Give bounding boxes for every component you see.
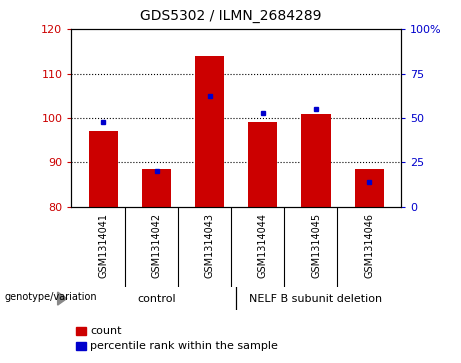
Bar xyxy=(248,122,278,207)
Text: percentile rank within the sample: percentile rank within the sample xyxy=(90,340,278,351)
Text: count: count xyxy=(90,326,121,336)
Bar xyxy=(355,169,384,207)
Text: GSM1314045: GSM1314045 xyxy=(311,212,321,278)
Bar xyxy=(301,114,331,207)
Text: GSM1314041: GSM1314041 xyxy=(98,212,108,277)
Text: GSM1314042: GSM1314042 xyxy=(152,212,161,278)
Text: GSM1314046: GSM1314046 xyxy=(364,212,374,277)
Text: genotype/variation: genotype/variation xyxy=(5,292,97,302)
Bar xyxy=(89,131,118,207)
Text: GSM1314043: GSM1314043 xyxy=(205,212,215,277)
Text: GSM1314044: GSM1314044 xyxy=(258,212,268,277)
Bar xyxy=(195,56,225,207)
Text: GDS5302 / ILMN_2684289: GDS5302 / ILMN_2684289 xyxy=(140,9,321,23)
Bar xyxy=(142,169,171,207)
Text: NELF B subunit deletion: NELF B subunit deletion xyxy=(249,294,383,303)
Text: control: control xyxy=(137,294,176,303)
